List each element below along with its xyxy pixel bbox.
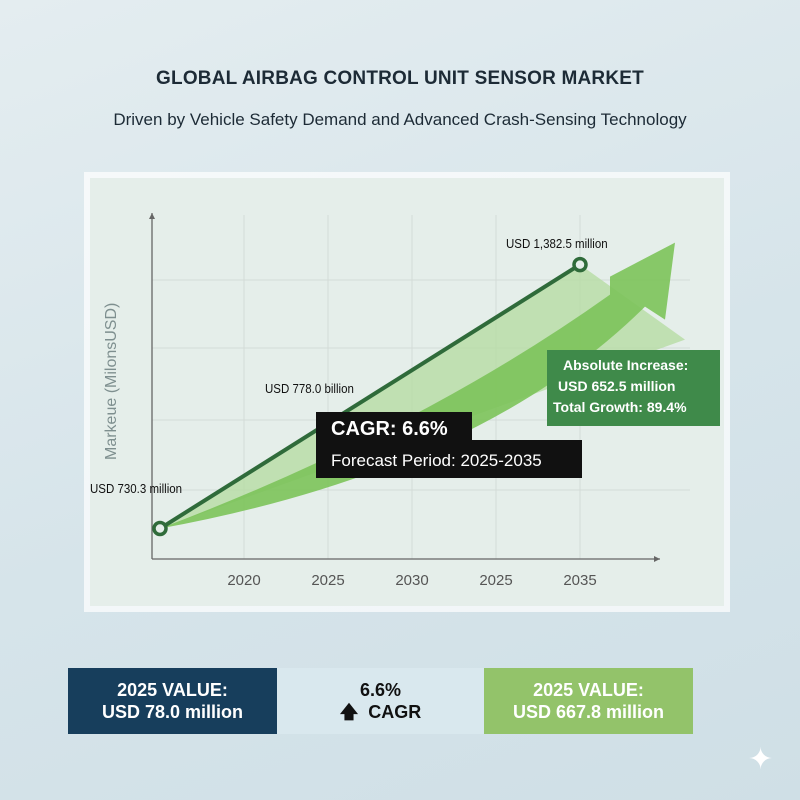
page-title: GLOBAL AIRBAG CONTROL UNIT SENSOR MARKET: [156, 68, 644, 89]
x-tick-label: 2025: [479, 572, 513, 589]
x-axis-arrow: [654, 556, 660, 562]
mid-annotation: USD 778.0 billion: [265, 382, 354, 396]
x-tick-label: 2025: [311, 572, 345, 589]
cagr-text: CAGR: 6.6%: [331, 418, 448, 440]
summary-cagr-value: 6.6%: [359, 680, 402, 700]
total-growth: Total Growth: 89.4%: [553, 399, 687, 415]
x-tick-label: 2030: [395, 572, 429, 589]
growth-area: [160, 264, 685, 529]
x-tick-label: 2020: [227, 572, 261, 589]
x-tick-label: 2035: [563, 572, 597, 589]
data-point: [152, 520, 168, 537]
series-line: [158, 262, 582, 531]
summary-value: USD 78.0 million: [101, 702, 244, 722]
arrow-up-icon: 🡅: [339, 702, 359, 722]
page-subtitle: Driven by Vehicle Safety Demand and Adva…: [113, 110, 687, 129]
summary-cagr-label: CAGR: [368, 702, 422, 722]
y-axis-label: Markeue (MilonsUSD): [103, 302, 120, 460]
forecast-period: Forecast Period: 2025-2035: [316, 440, 582, 478]
data-point: [572, 256, 588, 273]
summary-value: USD 667.8 million: [512, 702, 665, 722]
y-axis-arrow: [149, 213, 155, 219]
absolute-increase-title: Absolute Increase:: [563, 357, 689, 373]
start-point-label: USD 730.3 million: [90, 482, 183, 496]
summary-label: 2025 VALUE:: [533, 680, 644, 700]
summary-forecast-value-box: 2025 VALUE: USD 667.8 million: [484, 668, 693, 734]
summary-label: 2025 VALUE:: [117, 680, 228, 700]
absolute-increase-box: Absolute Increase: USD 652.5 million Tot…: [547, 350, 720, 426]
absolute-increase-value: USD 652.5 million: [558, 378, 676, 394]
sparkle-icon: ✦: [748, 743, 774, 776]
forecast-period-text: Forecast Period: 2025-2035: [331, 451, 542, 470]
summary-cagr-box: 6.6% 🡅 CAGR: [277, 668, 484, 734]
end-point-label: USD 1,382.5 million: [506, 237, 608, 251]
growth-arrow: [160, 242, 675, 529]
cagr-label: CAGR: 6.6%: [316, 412, 472, 446]
summary-2025-value-box: 2025 VALUE: USD 78.0 million: [68, 668, 277, 734]
